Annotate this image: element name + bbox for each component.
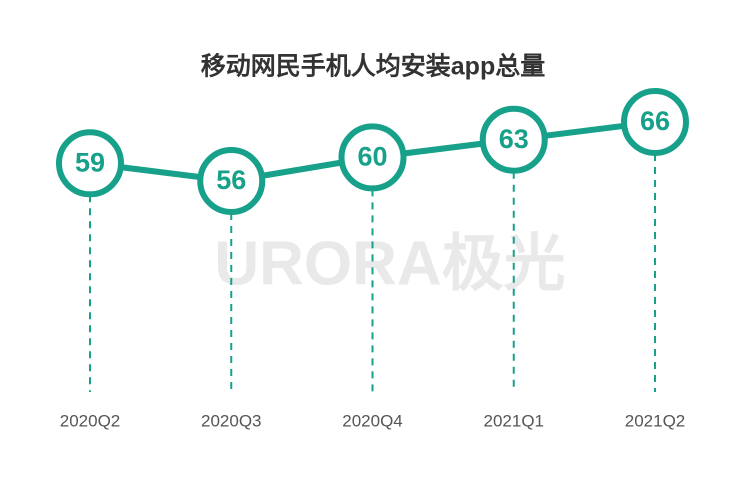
x-tick-label: 2020Q2: [60, 411, 121, 430]
chart-title: 移动网民手机人均安装app总量: [201, 52, 545, 81]
value-label: 63: [499, 124, 529, 154]
x-tick-label: 2020Q4: [342, 411, 403, 430]
point: [621, 88, 689, 156]
point: [338, 123, 407, 192]
value-label: 66: [640, 106, 670, 136]
point: [197, 147, 266, 215]
x-tick-label: 2021Q2: [625, 411, 686, 430]
watermark: URORA极光: [214, 229, 565, 298]
x-tick-label: 2021Q1: [484, 411, 545, 430]
point: [479, 105, 548, 174]
point: [56, 129, 124, 198]
value-label: 60: [357, 142, 387, 172]
value-label: 56: [216, 165, 246, 195]
value-label: 59: [75, 147, 105, 177]
x-tick-label: 2020Q3: [201, 411, 262, 430]
